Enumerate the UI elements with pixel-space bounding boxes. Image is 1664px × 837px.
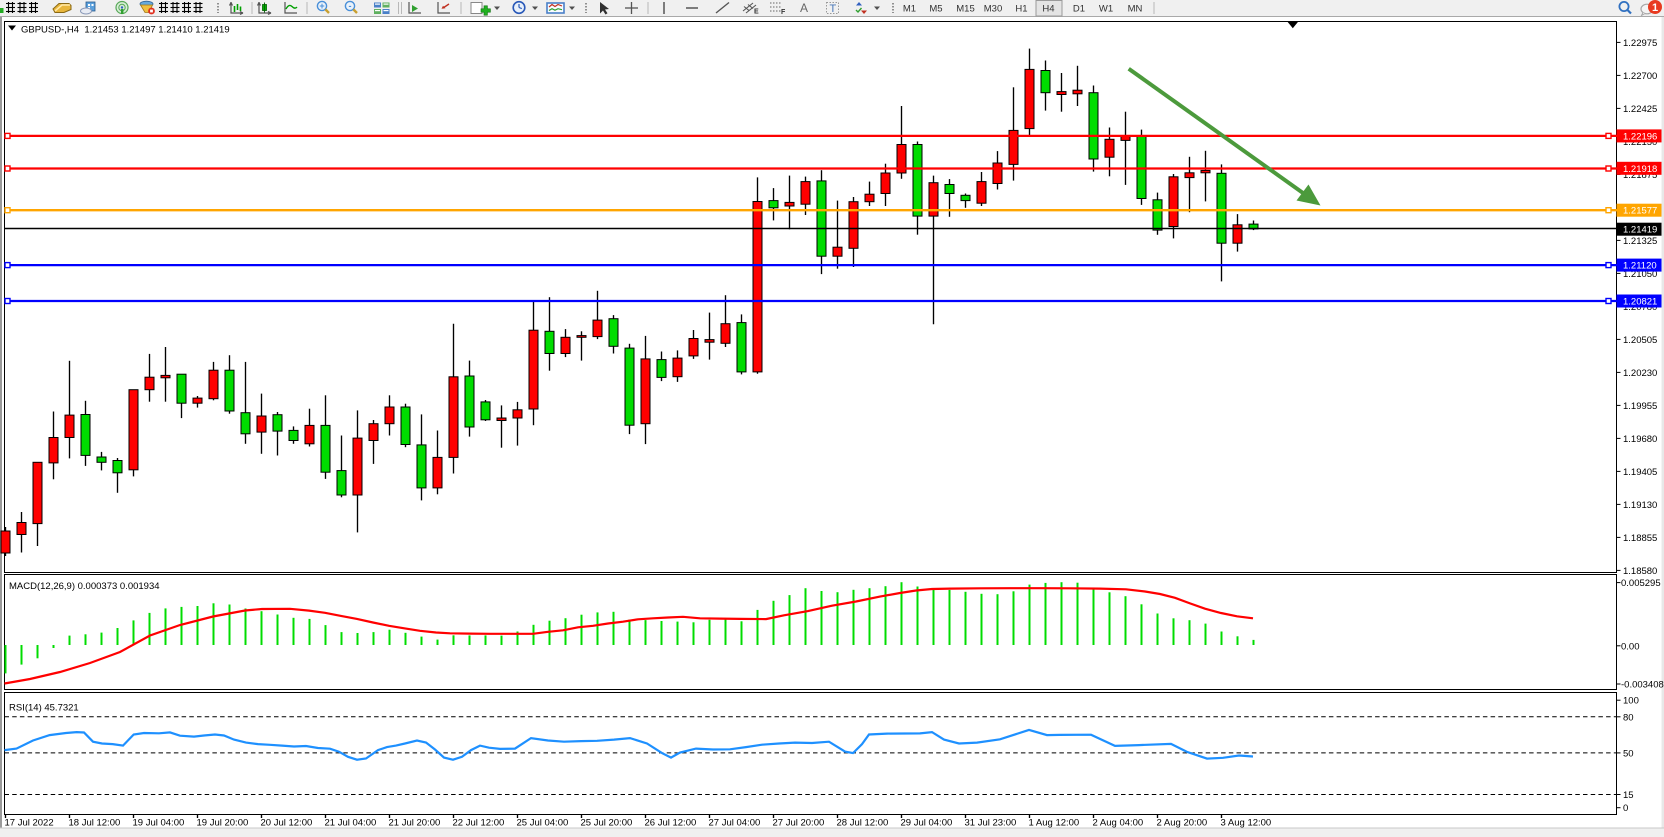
svg-text:RSI(14) 45.7321: RSI(14) 45.7321 [9, 703, 79, 714]
svg-text:26 Jul 12:00: 26 Jul 12:00 [645, 818, 697, 829]
svg-text:2 Aug 20:00: 2 Aug 20:00 [1157, 818, 1208, 829]
svg-text:T: T [830, 3, 837, 15]
svg-text:1.21918: 1.21918 [1623, 164, 1657, 175]
svg-text:1.21325: 1.21325 [1623, 236, 1657, 247]
svg-text:0.005295: 0.005295 [1621, 578, 1661, 589]
svg-text:1.21120: 1.21120 [1623, 261, 1657, 272]
svg-text:M30: M30 [984, 4, 1002, 15]
svg-text:2 Aug 04:00: 2 Aug 04:00 [1093, 818, 1144, 829]
svg-text:1: 1 [1652, 2, 1658, 14]
svg-text:3 Aug 12:00: 3 Aug 12:00 [1221, 818, 1272, 829]
svg-text:M5: M5 [929, 4, 942, 15]
svg-text:1.18580: 1.18580 [1623, 566, 1657, 577]
svg-text:19 Jul 04:00: 19 Jul 04:00 [133, 818, 185, 829]
svg-text:20 Jul 12:00: 20 Jul 12:00 [261, 818, 313, 829]
svg-text:15: 15 [1623, 790, 1634, 801]
svg-text:25 Jul 04:00: 25 Jul 04:00 [517, 818, 569, 829]
svg-text:1.22425: 1.22425 [1623, 104, 1657, 115]
svg-text:-: - [349, 1, 352, 11]
svg-text:27 Jul 04:00: 27 Jul 04:00 [709, 818, 761, 829]
svg-text:17 Jul 2022: 17 Jul 2022 [5, 818, 54, 829]
svg-text:22 Jul 12:00: 22 Jul 12:00 [453, 818, 505, 829]
svg-text:28 Jul 12:00: 28 Jul 12:00 [837, 818, 889, 829]
svg-text:1.21577: 1.21577 [1623, 206, 1657, 217]
svg-text:1.21875: 1.21875 [1623, 170, 1657, 181]
svg-text:100: 100 [1623, 696, 1639, 707]
svg-text:1.19405: 1.19405 [1623, 467, 1657, 478]
svg-text:1.21419: 1.21419 [1623, 225, 1657, 236]
svg-text:1.22975: 1.22975 [1623, 38, 1657, 49]
svg-text:1.19680: 1.19680 [1623, 434, 1657, 445]
svg-text:1.19955: 1.19955 [1623, 401, 1657, 412]
svg-text:0.00: 0.00 [1621, 641, 1640, 652]
svg-text:1.19130: 1.19130 [1623, 500, 1657, 511]
svg-text:H4: H4 [1042, 4, 1054, 15]
svg-text:A: A [800, 1, 808, 15]
svg-text:E: E [754, 9, 759, 16]
svg-text:W1: W1 [1099, 4, 1113, 15]
svg-text:29 Jul 04:00: 29 Jul 04:00 [901, 818, 953, 829]
svg-text:18 Jul 12:00: 18 Jul 12:00 [69, 818, 121, 829]
svg-text:80: 80 [1623, 712, 1634, 723]
svg-text:27 Jul 20:00: 27 Jul 20:00 [773, 818, 825, 829]
svg-text:F: F [781, 9, 786, 16]
svg-text:-0.003408: -0.003408 [1621, 680, 1664, 691]
svg-text:MACD(12,26,9) 0.000373 0.00193: MACD(12,26,9) 0.000373 0.001934 [9, 581, 160, 592]
svg-text:21 Jul 04:00: 21 Jul 04:00 [325, 818, 377, 829]
svg-text:1.20230: 1.20230 [1623, 368, 1657, 379]
svg-text:MN: MN [1128, 4, 1143, 15]
svg-text:M15: M15 [956, 4, 974, 15]
svg-text:50: 50 [1623, 748, 1634, 759]
svg-text:1.22196: 1.22196 [1623, 131, 1657, 142]
svg-text:1.21050: 1.21050 [1623, 269, 1657, 280]
svg-text:1.22700: 1.22700 [1623, 71, 1657, 82]
svg-text:1.20821: 1.20821 [1623, 297, 1657, 308]
svg-text:19 Jul 20:00: 19 Jul 20:00 [197, 818, 249, 829]
svg-text:0: 0 [1623, 803, 1628, 814]
svg-text:+: + [319, 1, 324, 11]
svg-text:21 Jul 20:00: 21 Jul 20:00 [389, 818, 441, 829]
svg-text:H1: H1 [1015, 4, 1027, 15]
svg-text:31 Jul 23:00: 31 Jul 23:00 [965, 818, 1017, 829]
svg-text:GBPUSD-,H4 1.21453 1.21497 1.: GBPUSD-,H4 1.21453 1.21497 1.21410 1.214… [21, 25, 230, 36]
svg-text:1 Aug 12:00: 1 Aug 12:00 [1029, 818, 1080, 829]
svg-text:D1: D1 [1073, 4, 1085, 15]
svg-text:1.20505: 1.20505 [1623, 335, 1657, 346]
svg-text:25 Jul 20:00: 25 Jul 20:00 [581, 818, 633, 829]
svg-text:1.18855: 1.18855 [1623, 533, 1657, 544]
svg-text:M1: M1 [903, 4, 916, 15]
